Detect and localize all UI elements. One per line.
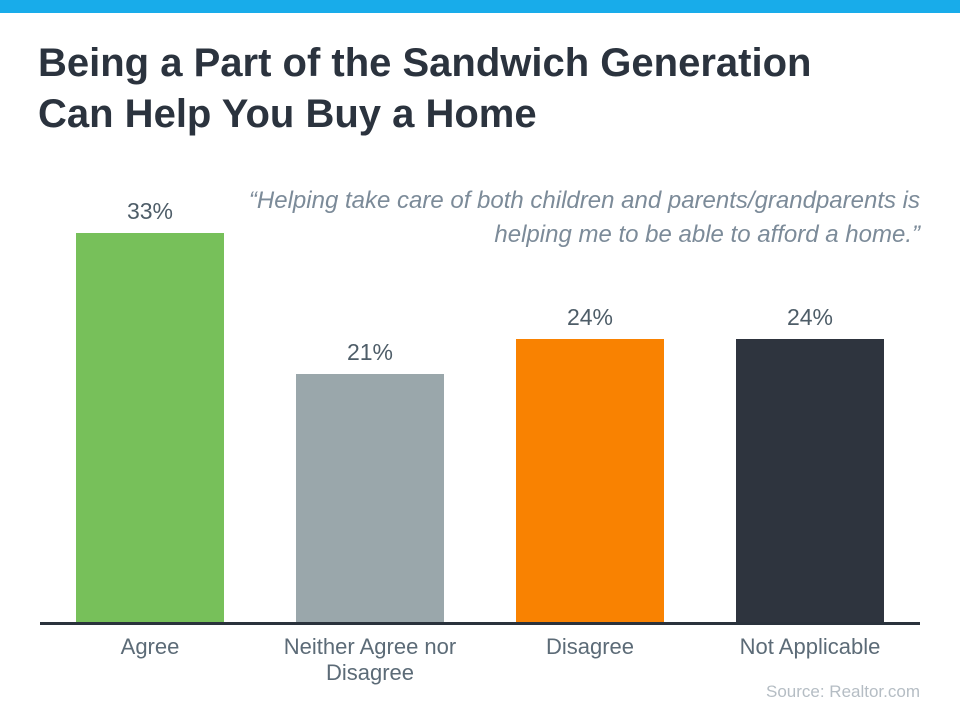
x-axis-line bbox=[40, 622, 920, 625]
category-label-not-applicable: Not Applicable bbox=[739, 634, 881, 659]
bar-value-label-agree: 33% bbox=[126, 198, 174, 224]
bar-value-label-disagree: 24% bbox=[566, 304, 614, 330]
source-credit: Source: Realtor.com bbox=[765, 682, 920, 701]
bar-group-neither-agree-nor-disagree: 21% bbox=[260, 339, 480, 622]
bar-group-agree: 33% bbox=[40, 198, 260, 622]
bar-value-label-neither-agree-nor-disagree: 21% bbox=[346, 339, 394, 365]
bar-disagree bbox=[516, 339, 664, 622]
quote-text: “Helping take care of both children and … bbox=[248, 187, 920, 248]
bar-not-applicable bbox=[736, 339, 884, 622]
category-label-neither-agree-nor-disagree: Neither Agree nor Disagree bbox=[283, 634, 457, 685]
bars-row: 33% 21% 24% 24% bbox=[40, 192, 920, 622]
top-accent-stripe bbox=[0, 0, 960, 13]
bar-group-disagree: 24% bbox=[480, 304, 700, 622]
bar-chart: 33% 21% 24% 24% Agree Neither Agree nor Disa… bbox=[40, 192, 920, 686]
bar-agree bbox=[76, 233, 224, 622]
page-title: Being a Part of the Sandwich Generation … bbox=[38, 41, 812, 137]
bar-neither-agree-nor-disagree bbox=[296, 374, 444, 622]
bar-value-label-not-applicable: 24% bbox=[786, 304, 834, 330]
bar-group-not-applicable: 24% bbox=[700, 304, 920, 622]
category-labels-row: Agree Neither Agree nor Disagree Disagree N… bbox=[40, 634, 920, 686]
category-label-disagree: Disagree bbox=[545, 634, 635, 659]
category-label-agree: Agree bbox=[120, 634, 180, 659]
